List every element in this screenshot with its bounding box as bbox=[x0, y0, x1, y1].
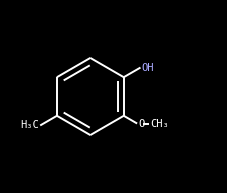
Text: CH₃: CH₃ bbox=[150, 119, 169, 129]
Text: O: O bbox=[139, 119, 145, 129]
Text: OH: OH bbox=[141, 63, 154, 73]
Text: H₃C: H₃C bbox=[20, 120, 39, 130]
